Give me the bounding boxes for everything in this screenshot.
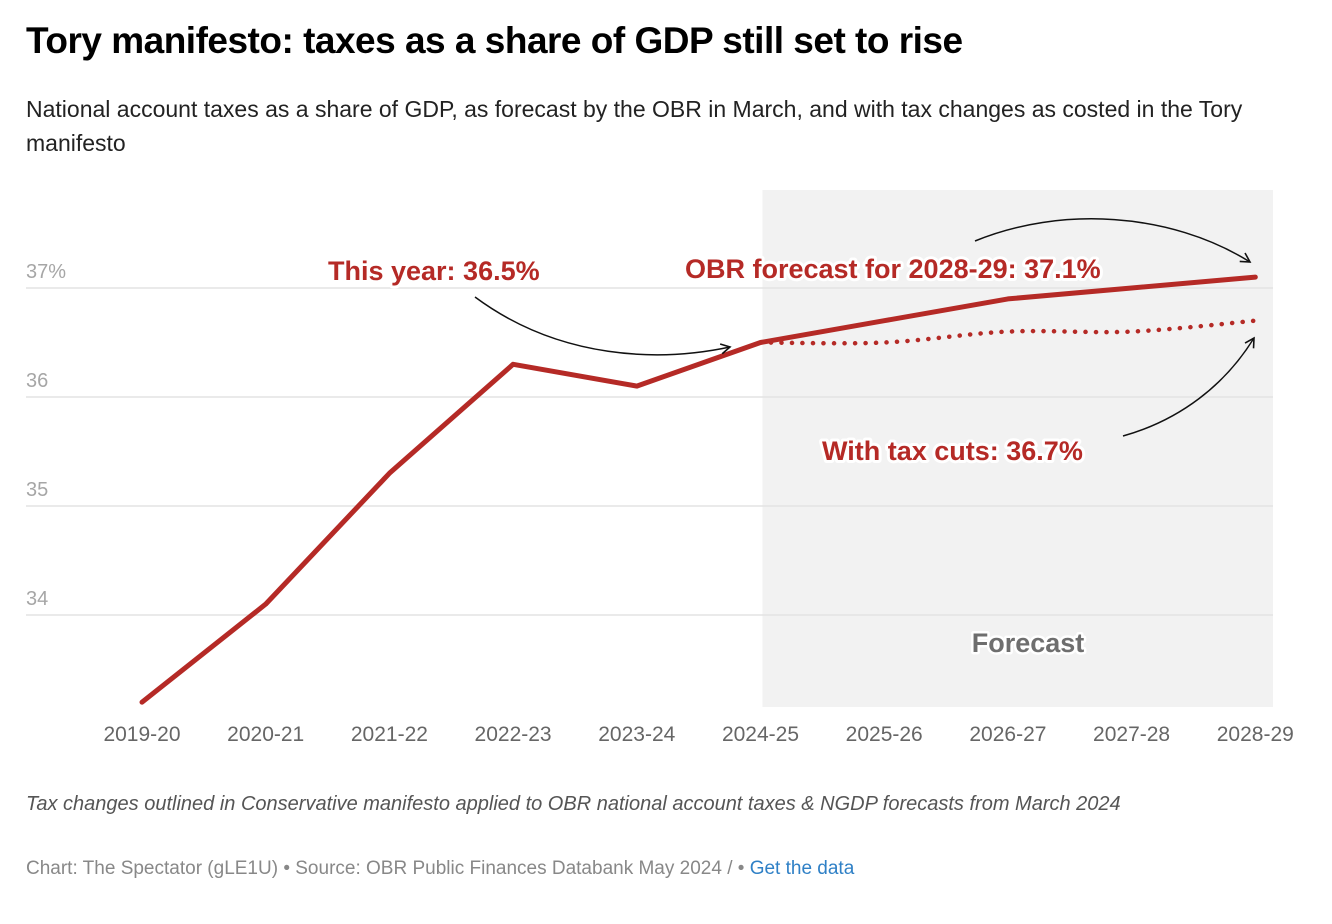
- x-tick-label: 2026-27: [969, 723, 1046, 746]
- source-text: Chart: The Spectator (gLE1U) • Source: O…: [26, 858, 750, 879]
- x-axis: 2019-20 2020-21 2021-22 2022-23 2023-24 2024-…: [103, 723, 1293, 746]
- y-axis: 34 35 36 37%: [26, 261, 66, 610]
- arrow-this-year: [474, 296, 732, 356]
- forecast-band: [762, 190, 1273, 707]
- x-tick-label: 2028-29: [1217, 723, 1294, 746]
- y-tick-label: 37%: [26, 261, 66, 283]
- annotation-arrows: [474, 218, 1255, 437]
- series-line-obr-forecast: [139, 274, 1258, 705]
- series-line-tax-cuts: [758, 318, 1258, 346]
- forecast-label: Forecast: [972, 628, 1085, 658]
- x-tick-label: 2022-23: [475, 723, 552, 746]
- y-tick-label: 36: [26, 370, 48, 392]
- arrow-obr-forecast: [974, 218, 1252, 263]
- get-the-data-link[interactable]: Get the data: [749, 858, 855, 879]
- chart-subtitle: National account taxes as a share of GDP…: [26, 96, 1243, 156]
- gridlines: [26, 287, 1273, 616]
- chart-title: Tory manifesto: taxes as a share of GDP …: [26, 20, 963, 61]
- x-tick-label: 2027-28: [1093, 723, 1170, 746]
- x-tick-label: 2025-26: [846, 723, 923, 746]
- annotation-this-year: This year: 36.5%: [328, 256, 540, 286]
- source-line: Chart: The Spectator (gLE1U) • Source: O…: [26, 858, 854, 880]
- series-lines: [139, 274, 1258, 705]
- x-tick-label: 2019-20: [103, 723, 180, 746]
- x-tick-label: 2024-25: [722, 723, 799, 746]
- arrow-tax-cuts: [1122, 336, 1255, 437]
- x-tick-label: 2021-22: [351, 723, 428, 746]
- y-tick-label: 34: [26, 588, 48, 610]
- x-tick-label: 2020-21: [227, 723, 304, 746]
- annotation-tax-cuts: With tax cuts: 36.7%: [822, 436, 1083, 466]
- annotation-obr-forecast: OBR forecast for 2028-29: 37.1%: [685, 254, 1101, 284]
- y-tick-label: 35: [26, 479, 48, 501]
- chart-notes: Tax changes outlined in Conservative man…: [26, 793, 1121, 815]
- x-tick-label: 2023-24: [598, 723, 675, 746]
